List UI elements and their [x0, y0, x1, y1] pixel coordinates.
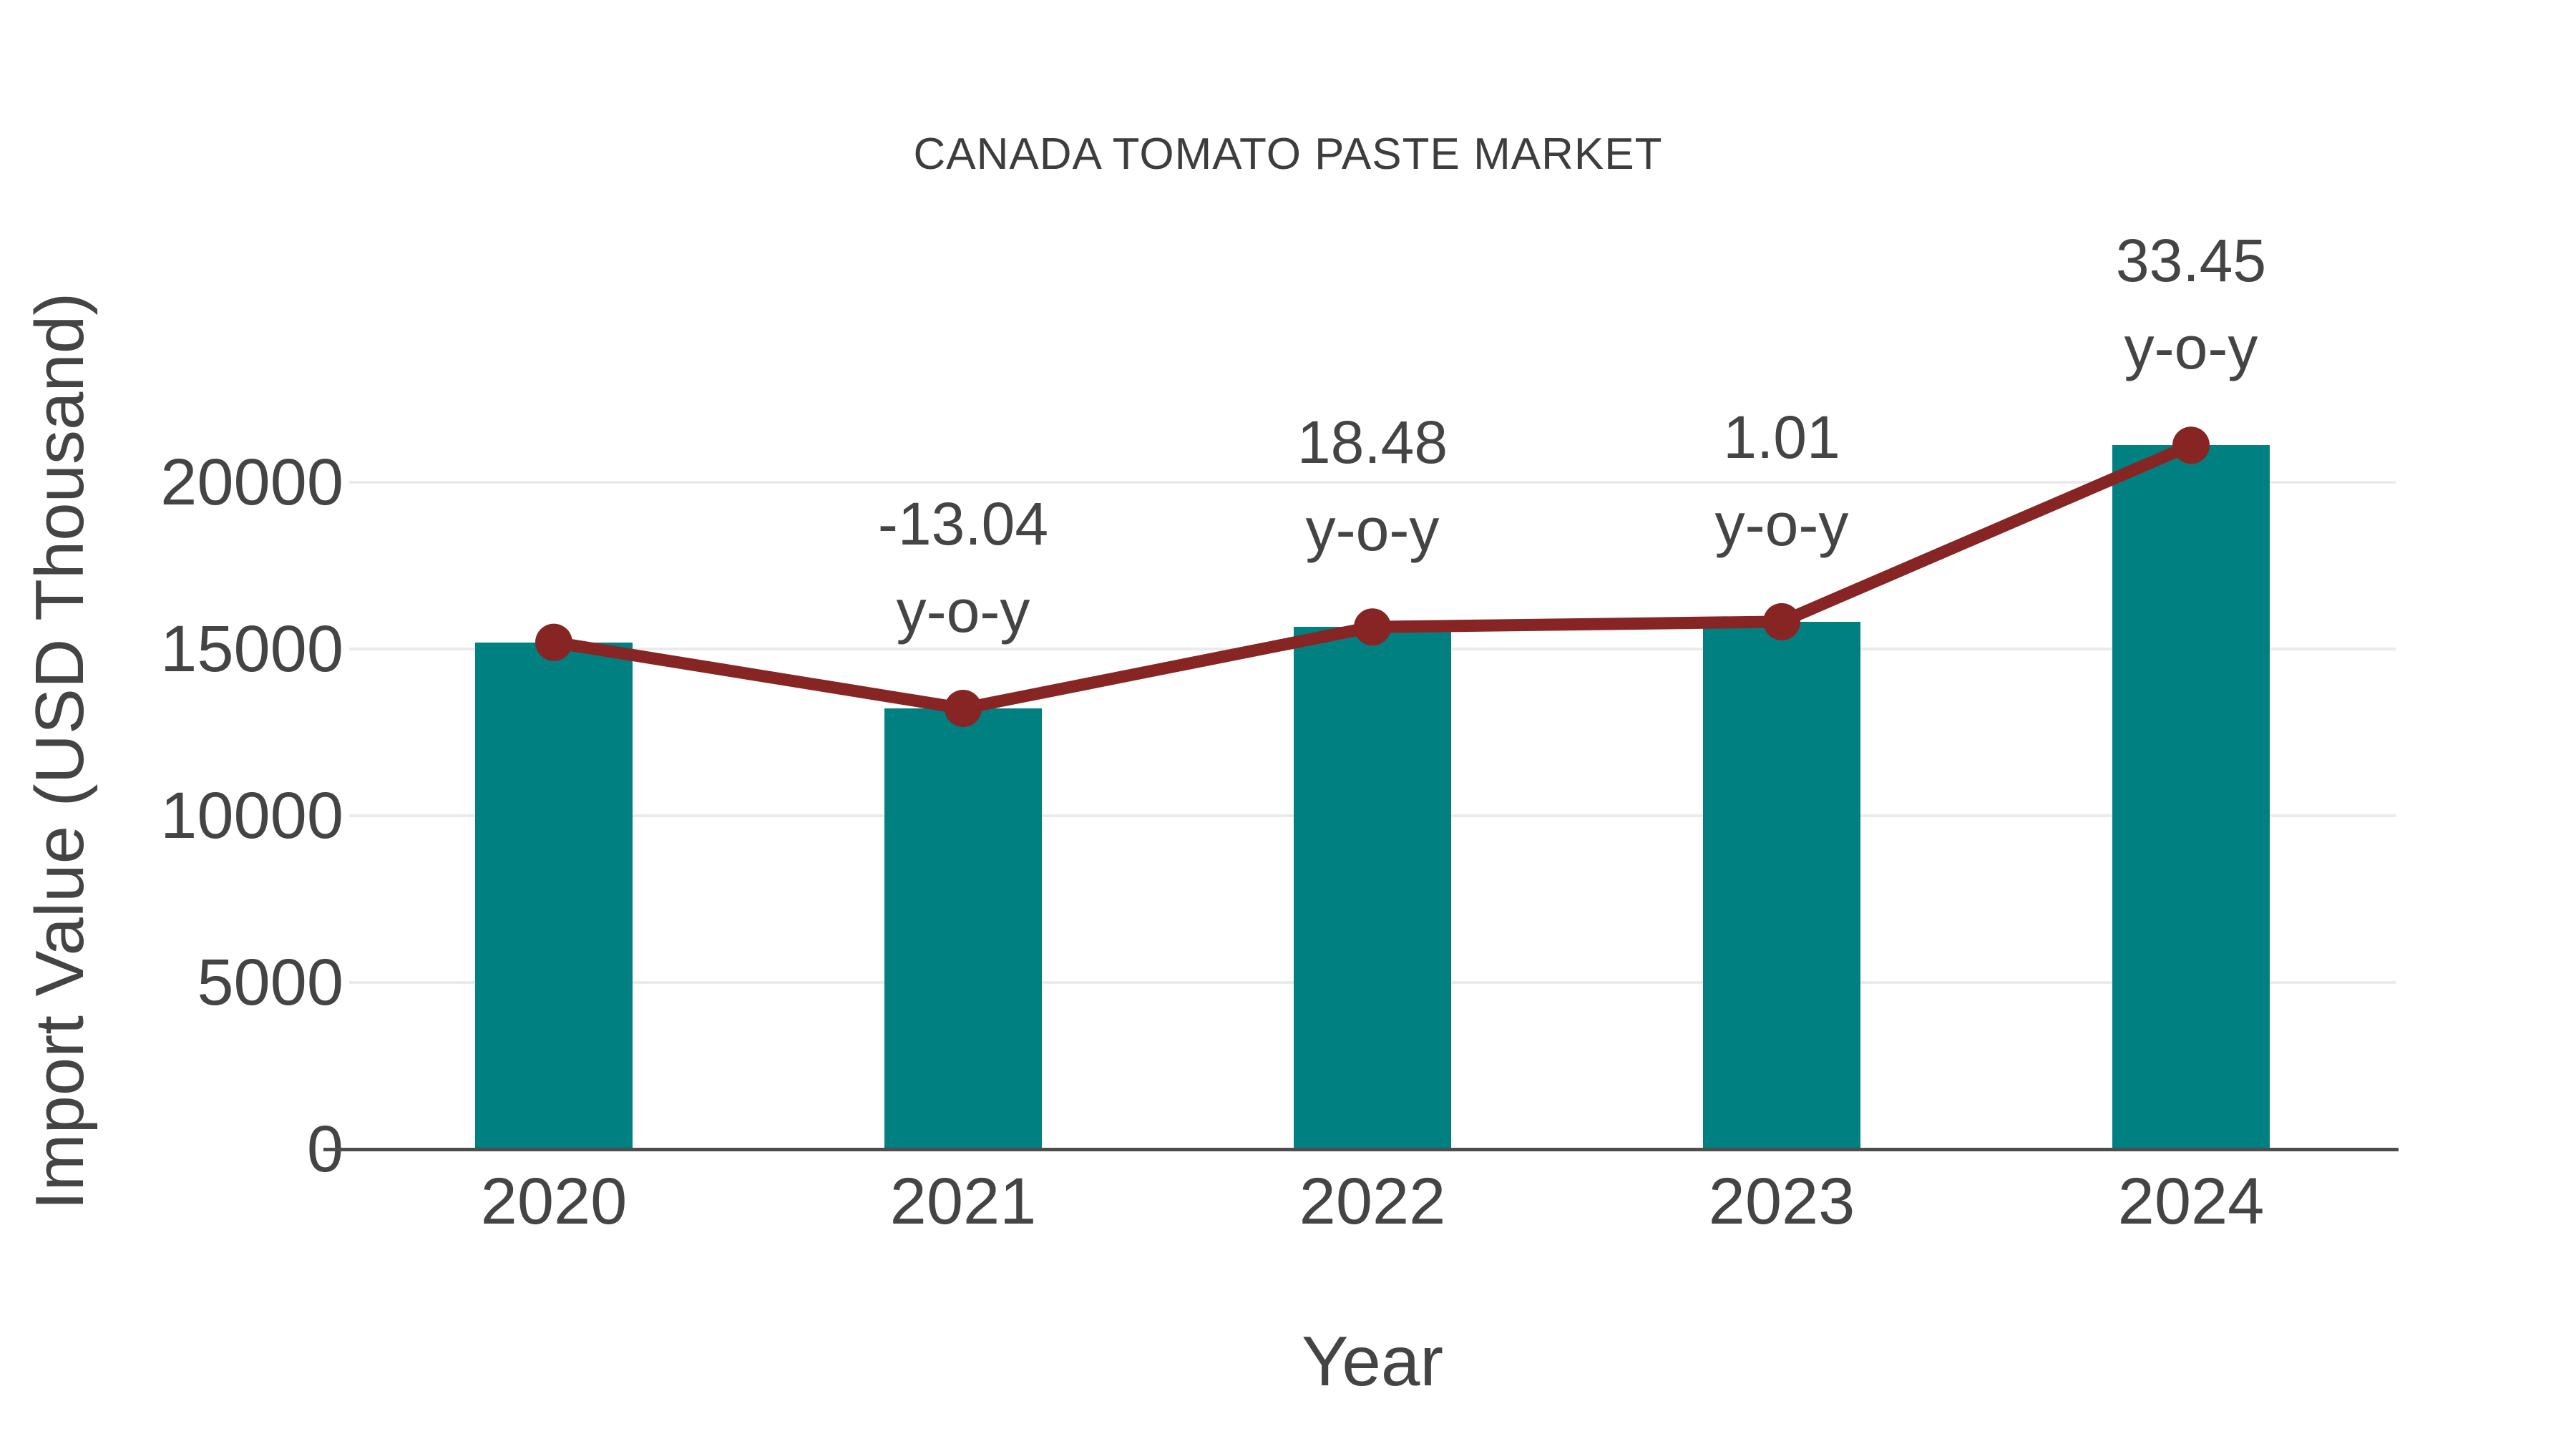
yoy-value: 33.45: [2115, 227, 2267, 295]
x-tick-label-2021: 2021: [889, 1165, 1037, 1238]
yoy-suffix: y-o-y: [896, 577, 1030, 645]
bar-2020: [475, 642, 633, 1149]
chart-title: CANADA TOMATO PASTE MARKET: [913, 130, 1663, 179]
gridline-20000: [349, 481, 2396, 484]
bar-2022: [1294, 627, 1451, 1149]
yoy-value: -13.04: [877, 490, 1049, 558]
y-tick-label: 5000: [197, 946, 343, 1019]
x-tick-label-2024: 2024: [2117, 1165, 2265, 1238]
x-axis-title: Year: [1301, 1322, 1444, 1400]
yoy-annotation-2022: 18.48 y-o-y: [1297, 399, 1448, 573]
x-tick-label-2020: 2020: [480, 1165, 628, 1238]
line-marker-2024: [2172, 426, 2210, 464]
yoy-value: 1.01: [1723, 403, 1840, 471]
bar-2024: [2112, 445, 2270, 1149]
line-marker-2020: [535, 623, 572, 661]
y-tick-label: 15000: [160, 613, 343, 686]
line-marker-2023: [1763, 602, 1800, 640]
x-axis-line: [323, 1148, 2399, 1151]
bar-2023: [1703, 621, 1860, 1149]
y-tick-label: 10000: [160, 779, 343, 852]
line-marker-2022: [1354, 608, 1391, 646]
yoy-suffix: y-o-y: [1305, 496, 1440, 564]
yoy-suffix: y-o-y: [1714, 490, 1849, 558]
yoy-suffix: y-o-y: [2124, 314, 2258, 382]
yoy-value: 18.48: [1297, 409, 1448, 477]
line-marker-2021: [945, 690, 982, 728]
y-tick-label: 20000: [160, 446, 343, 519]
x-tick-label-2022: 2022: [1299, 1165, 1446, 1238]
yoy-annotation-2023: 1.01 y-o-y: [1715, 394, 1849, 568]
x-tick-label-2023: 2023: [1708, 1165, 1855, 1238]
yoy-annotation-2021: -13.04 y-o-y: [878, 480, 1048, 655]
bar-2021: [884, 708, 1042, 1149]
yoy-annotation-2024: 33.45 y-o-y: [2116, 217, 2266, 391]
